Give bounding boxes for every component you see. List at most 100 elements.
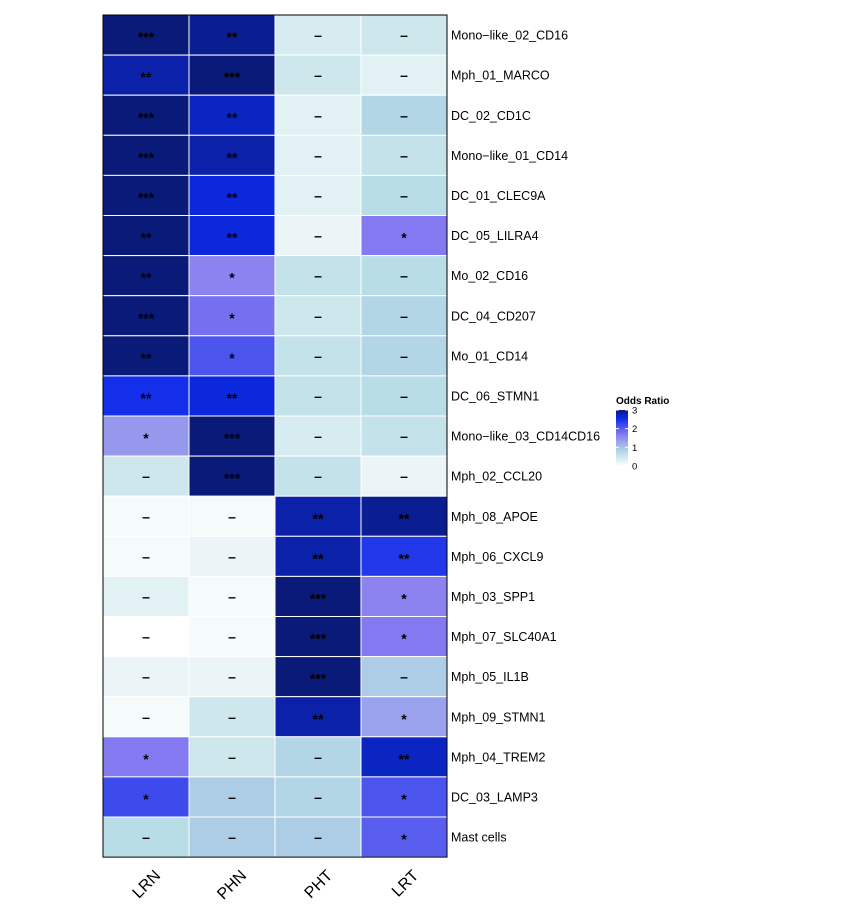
row-label: Mo_02_CD16	[451, 269, 528, 283]
row-label: Mph_07_SLC40A1	[451, 630, 557, 644]
significance-label: –	[142, 508, 150, 524]
heatmap-cell	[188, 816, 276, 858]
heatmap-cell	[274, 455, 362, 497]
significance-label: **	[313, 711, 324, 727]
significance-label: –	[142, 629, 150, 645]
significance-label: *	[143, 430, 149, 446]
column-label: LRN	[130, 867, 165, 902]
significance-label: –	[400, 27, 408, 43]
significance-label: –	[400, 147, 408, 163]
heatmap-cell	[102, 255, 190, 297]
significance-label: –	[228, 749, 236, 765]
significance-label: –	[142, 468, 150, 484]
significance-label: –	[400, 348, 408, 364]
row-label: Mph_04_TREM2	[451, 750, 546, 764]
row-label: Mono−like_02_CD16	[451, 29, 568, 43]
significance-label: *	[143, 791, 149, 807]
heatmap-cell	[360, 54, 448, 96]
significance-label: **	[399, 751, 410, 767]
heatmap-cell	[188, 736, 276, 778]
heatmap-cell	[102, 295, 190, 337]
column-label: PHT	[302, 867, 337, 902]
heatmap-cell	[274, 295, 362, 337]
significance-label: **	[227, 29, 238, 45]
heatmap-cell	[274, 415, 362, 457]
significance-label: –	[314, 308, 322, 324]
heatmap-cell	[188, 776, 276, 818]
significance-label: ***	[224, 69, 241, 85]
legend-title: Odds Ratio	[616, 396, 669, 407]
significance-label: –	[314, 348, 322, 364]
significance-label: ***	[224, 430, 241, 446]
significance-labels: *** ** – –** *** – –*** ** – –*** ** – –*** ** – –** ** –…	[138, 27, 410, 847]
significance-label: –	[228, 548, 236, 564]
significance-label: –	[400, 187, 408, 203]
heatmap-cell	[188, 94, 276, 136]
row-label: Mph_02_CCL20	[451, 470, 542, 484]
significance-label: **	[227, 189, 238, 205]
significance-label: –	[228, 709, 236, 725]
significance-label: *	[401, 791, 407, 807]
heatmap-cell	[274, 656, 362, 698]
significance-label: –	[314, 468, 322, 484]
row-label: DC_06_STMN1	[451, 389, 539, 403]
row-label: Mph_05_IL1B	[451, 670, 529, 684]
legend: Odds Ratio 3 2 1 0	[616, 396, 669, 473]
heatmap-cell	[360, 455, 448, 497]
significance-label: –	[400, 308, 408, 324]
column-label: PHN	[214, 867, 250, 903]
significance-label: –	[400, 268, 408, 284]
heatmap-cell	[188, 134, 276, 176]
significance-label: *	[143, 751, 149, 767]
significance-label: *	[401, 711, 407, 727]
significance-label: –	[142, 548, 150, 564]
heatmap-frame	[102, 14, 448, 858]
significance-label: *	[401, 631, 407, 647]
row-label: DC_04_CD207	[451, 309, 536, 323]
heatmap-cell	[360, 656, 448, 698]
heatmap-cell	[188, 656, 276, 698]
significance-label: **	[313, 510, 324, 526]
heatmap-cell	[102, 14, 190, 56]
significance-label: ***	[310, 590, 327, 606]
row-label: Mono−like_03_CD14CD16	[451, 430, 600, 444]
heatmap-cell	[102, 495, 190, 537]
significance-label: –	[400, 468, 408, 484]
heatmap-cell	[102, 375, 190, 417]
row-label: DC_03_LAMP3	[451, 790, 538, 804]
row-label: Mph_09_STMN1	[451, 710, 546, 724]
row-labels: Mono−like_02_CD16 Mph_01_MARCO DC_02_CD1C M…	[451, 29, 600, 845]
row-label: Mph_08_APOE	[451, 510, 538, 524]
heatmap-cell	[188, 174, 276, 216]
significance-label: *	[401, 590, 407, 606]
heatmap-cell	[188, 535, 276, 577]
significance-label: –	[228, 588, 236, 604]
significance-label: **	[141, 390, 152, 406]
significance-label: –	[228, 669, 236, 685]
heatmap-cell	[360, 616, 448, 658]
heatmap-cell	[274, 575, 362, 618]
heatmap-cell	[360, 535, 448, 577]
heatmap-cell	[274, 215, 362, 257]
heatmap-cell	[274, 535, 362, 577]
legend-colorbar	[616, 410, 628, 466]
significance-label: ***	[138, 149, 155, 165]
heatmap-cell	[274, 495, 362, 537]
significance-label: –	[314, 789, 322, 805]
significance-label: **	[141, 230, 152, 246]
significance-label: –	[314, 829, 322, 845]
significance-label: –	[228, 789, 236, 805]
row-label: Mph_03_SPP1	[451, 590, 535, 604]
heatmap-cell	[274, 736, 362, 778]
heatmap-cell	[360, 174, 448, 216]
heatmap-cell	[188, 215, 276, 257]
legend-ticks: 3 2 1 0	[616, 406, 637, 473]
column-label: LRT	[389, 867, 422, 900]
heatmap-cell	[188, 455, 276, 497]
significance-label: –	[142, 669, 150, 685]
heatmap-cell	[360, 255, 448, 297]
significance-label: *	[401, 230, 407, 246]
heatmap-cell	[360, 696, 448, 738]
heatmap-cell	[360, 375, 448, 417]
legend-tick-label: 1	[632, 443, 637, 454]
